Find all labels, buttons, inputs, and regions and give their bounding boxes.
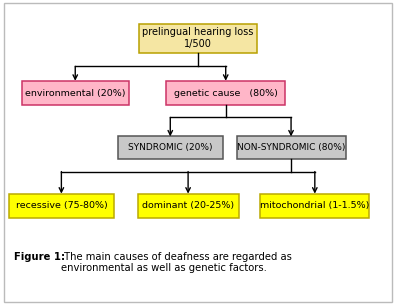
Text: Figure 1:: Figure 1: [14,252,65,262]
FancyBboxPatch shape [236,137,345,159]
FancyBboxPatch shape [139,24,257,52]
Text: genetic cause   (80%): genetic cause (80%) [174,88,278,98]
FancyBboxPatch shape [118,137,223,159]
Text: The main causes of deafness are regarded as
environmental as well as genetic fac: The main causes of deafness are regarded… [61,252,291,273]
Text: SYNDROMIC (20%): SYNDROMIC (20%) [128,143,213,152]
Text: environmental (20%): environmental (20%) [25,88,126,98]
Text: NON-SYNDROMIC (80%): NON-SYNDROMIC (80%) [237,143,345,152]
FancyBboxPatch shape [138,194,238,218]
Text: recessive (75-80%): recessive (75-80%) [15,201,107,210]
Text: mitochondrial (1-1.5%): mitochondrial (1-1.5%) [260,201,369,210]
FancyBboxPatch shape [22,81,129,105]
Text: dominant (20-25%): dominant (20-25%) [142,201,234,210]
Text: prelingual hearing loss
1/500: prelingual hearing loss 1/500 [142,27,254,49]
FancyBboxPatch shape [9,194,114,218]
FancyBboxPatch shape [166,81,285,105]
FancyBboxPatch shape [261,194,369,218]
